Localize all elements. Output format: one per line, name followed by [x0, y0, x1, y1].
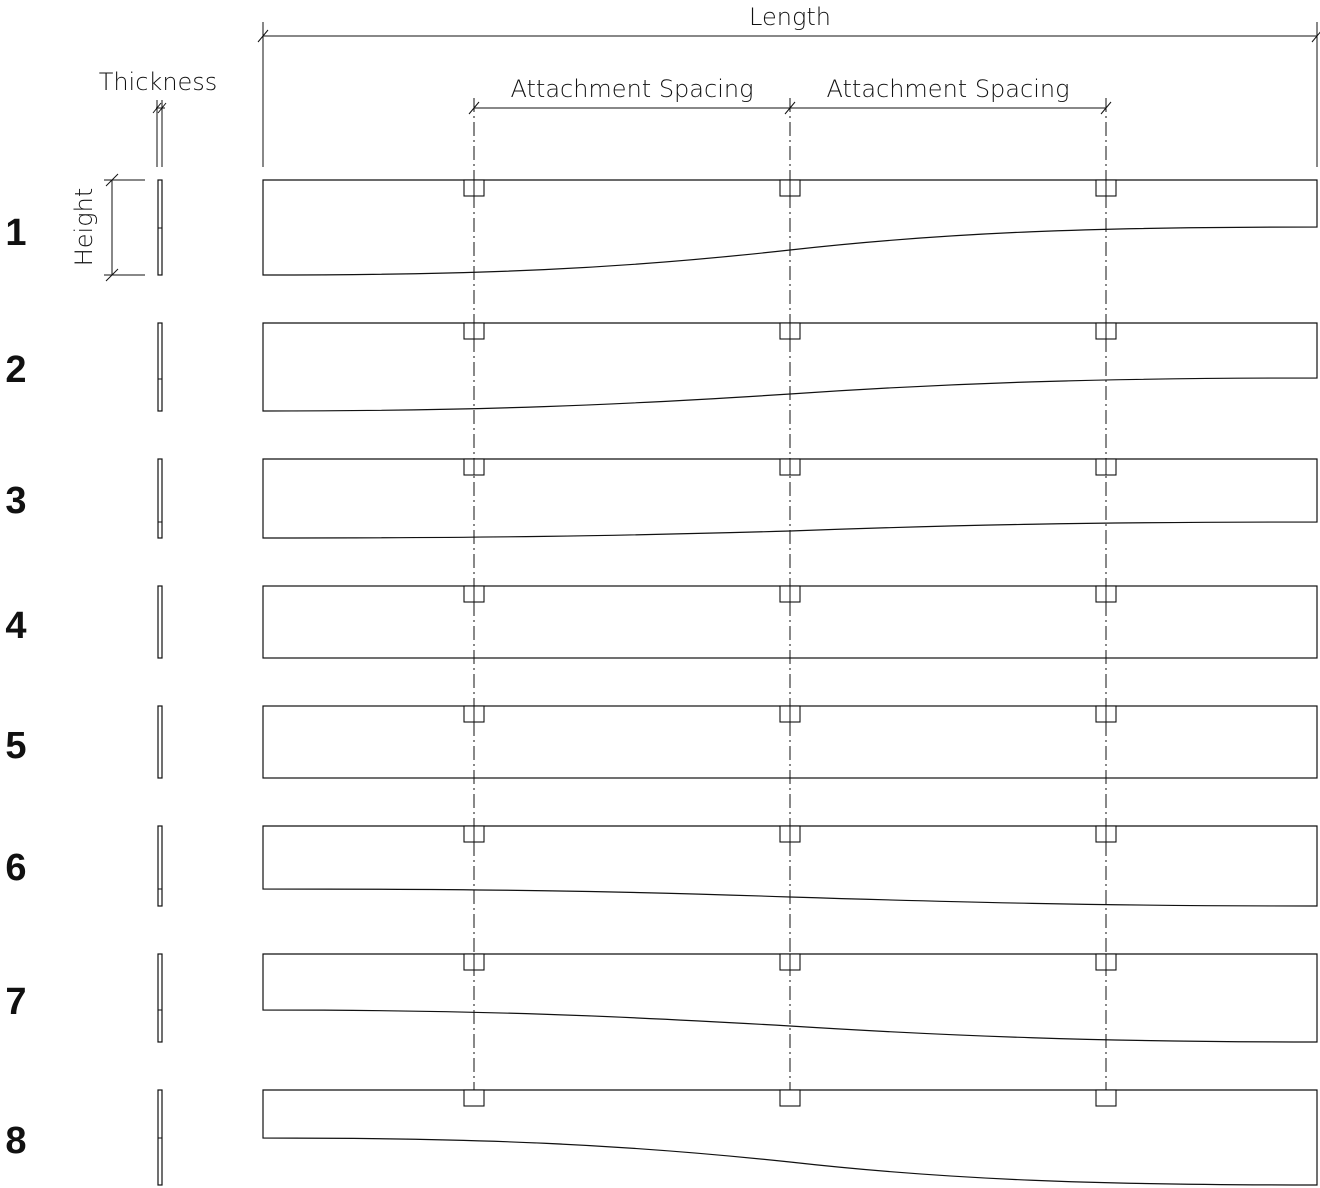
thickness-label: Thickness [99, 68, 218, 96]
side-profile-1 [157, 179, 163, 276]
length-dimension: Length [257, 3, 1320, 167]
thickness-tick-left [152, 102, 162, 114]
length-label: Length [749, 3, 831, 31]
panel-number-1: 1 [5, 212, 26, 254]
panel-number-8: 8 [5, 1120, 26, 1162]
side-profile-8 [157, 1089, 163, 1186]
attachment-clips [463, 179, 1117, 1107]
side-profile-3 [157, 458, 163, 539]
side-profile-7 [157, 953, 163, 1043]
panel-number-5: 5 [5, 725, 26, 767]
height-tick-bottom [105, 268, 119, 282]
attachment-spacing-label-1: Attachment Spacing [511, 75, 754, 103]
attachment-centerlines [473, 98, 1107, 1090]
panel-number-3: 3 [5, 480, 26, 522]
length-tick-left [257, 29, 269, 43]
height-tick-top [105, 173, 119, 187]
panel-number-4: 4 [5, 605, 26, 647]
panel-number-6: 6 [5, 847, 26, 889]
height-label: Height [70, 188, 98, 267]
thickness-tick-right [157, 102, 167, 114]
length-tick-right [1311, 31, 1320, 43]
side-profile-4 [157, 585, 163, 659]
side-profile-2 [157, 322, 163, 412]
attachment-clip-panel-8-3 [1095, 1089, 1117, 1107]
side-profile-6 [157, 825, 163, 907]
height-dimension: Height [70, 173, 145, 282]
side-profile-5 [157, 705, 163, 779]
panel-side-profiles [157, 179, 163, 1186]
attachment-clip-panel-8-1 [463, 1089, 485, 1107]
attachment-spacing-label-2: Attachment Spacing [827, 75, 1070, 103]
attachment-clip-panel-8-2 [779, 1089, 801, 1107]
panel-number-7: 7 [5, 981, 26, 1023]
panel-number-2: 2 [5, 349, 26, 391]
panel-8 [262, 1089, 1318, 1186]
panel-numbers: 1 2 3 4 5 6 7 8 [5, 212, 26, 1162]
thickness-dimension: Thickness [99, 68, 218, 167]
